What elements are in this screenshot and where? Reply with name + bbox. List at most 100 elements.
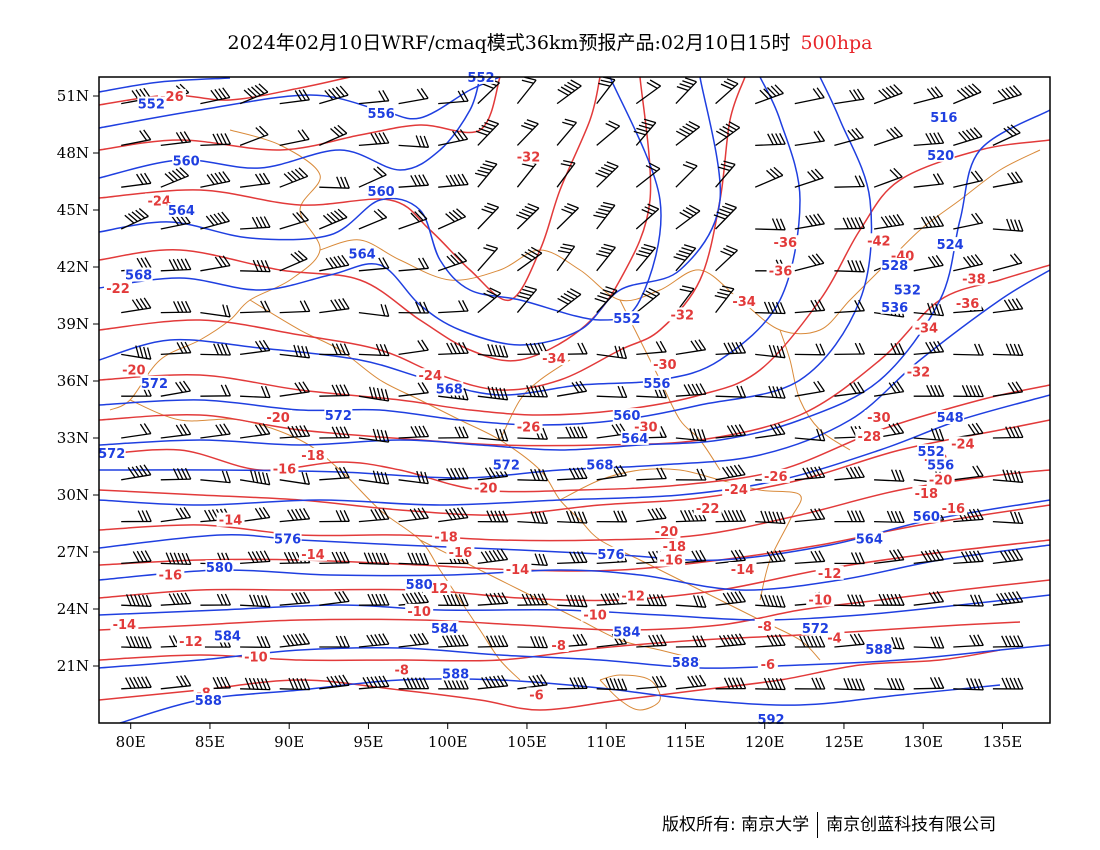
wind-barb — [517, 385, 548, 398]
temperature-contour-line — [99, 77, 652, 362]
wind-barb — [755, 301, 786, 315]
wind-barb — [755, 594, 786, 608]
wind-barb — [358, 304, 390, 317]
wind-barb — [913, 215, 945, 230]
wind-barb — [279, 129, 310, 147]
temperature-label: -10 — [244, 650, 268, 665]
wind-barb — [794, 635, 826, 648]
temperature-label: -10 — [808, 593, 832, 608]
wind-barb — [636, 634, 667, 648]
height-label-bg — [596, 546, 625, 561]
wind-barb — [992, 591, 1024, 606]
wind-barb — [593, 201, 616, 230]
height-label-bg — [140, 375, 169, 390]
wind-barb — [992, 85, 1022, 105]
wind-barb — [715, 78, 739, 105]
height-label-bg — [855, 531, 884, 546]
wind-barb — [477, 343, 509, 358]
wind-barb — [358, 132, 390, 147]
temperature-label: -12 — [818, 567, 842, 582]
wind-barb — [438, 90, 469, 105]
temperature-label-bg — [766, 263, 795, 278]
height-label-bg — [194, 693, 223, 708]
height-label-bg — [405, 577, 434, 592]
wind-barb — [557, 510, 588, 524]
height-label-bg — [441, 666, 470, 681]
temperature-label: -26 — [160, 90, 184, 105]
wind-barb — [673, 244, 697, 272]
temperature-label-bg — [631, 419, 660, 434]
temperature-label-bg — [264, 410, 293, 424]
wind-barb — [794, 550, 826, 565]
wind-barb — [398, 135, 430, 148]
wind-barb — [279, 210, 309, 230]
wind-barb — [121, 676, 152, 690]
wind-barb — [240, 216, 271, 230]
height-label: 568 — [436, 383, 463, 398]
temperature-label: -28 — [858, 430, 882, 445]
latitude-axis: 51N 48N 45N 42N 39N 36N 33N 30N 27N 24N 21N — [57, 87, 99, 675]
wind-barb — [913, 173, 945, 188]
wind-barb — [675, 509, 707, 523]
wind-barb — [675, 674, 707, 690]
wind-barb — [596, 120, 621, 146]
temperature-contour-line — [99, 419, 1050, 516]
height-contour-line — [99, 77, 231, 93]
wind-barb — [834, 259, 866, 273]
height-label-bg — [936, 237, 965, 252]
wind-barb — [913, 86, 944, 105]
height-label: 580 — [206, 561, 233, 576]
temperature-label: -18 — [301, 449, 325, 464]
temperature-label: -34 — [732, 295, 756, 310]
wind-barb — [398, 425, 430, 439]
wind-barb — [715, 160, 736, 188]
lon-tick-label: 85E — [195, 733, 225, 751]
height-label: 584 — [613, 626, 640, 641]
wind-barb — [953, 550, 984, 565]
height-label: 560 — [368, 185, 395, 200]
wind-barb — [635, 287, 661, 314]
wind-barb — [438, 426, 469, 439]
wind-barb — [794, 428, 826, 442]
wind-barb — [319, 384, 350, 397]
wind-barb — [398, 382, 429, 397]
wind-barb — [398, 88, 429, 105]
border-line — [779, 329, 851, 451]
wind-barb — [992, 469, 1024, 484]
temperature-label-bg — [824, 630, 845, 645]
wind-barb — [398, 339, 429, 356]
wind-barb — [992, 298, 1024, 314]
height-label-bg — [367, 183, 396, 198]
height-label: 568 — [586, 459, 613, 474]
temperature-label-bg — [432, 529, 461, 544]
temperature-contour-line — [99, 469, 1050, 542]
height-contour-line — [99, 499, 1050, 562]
wind-barb — [556, 118, 577, 146]
wind-barb — [477, 202, 500, 230]
wind-barb — [675, 77, 697, 105]
height-label: 588 — [672, 656, 699, 671]
temperature-label-bg — [757, 657, 778, 671]
temperature-label: -18 — [434, 531, 458, 546]
wind-barb — [516, 119, 539, 146]
height-label-bg — [880, 299, 909, 314]
footer-separator — [817, 812, 819, 838]
height-label: 536 — [881, 301, 908, 316]
temperature-label-bg — [104, 280, 133, 295]
temperature-label-bg — [657, 552, 686, 567]
temperature-label-bg — [416, 368, 445, 383]
temperature-label: -16 — [942, 502, 966, 517]
lon-tick-label: 115E — [666, 733, 706, 751]
wind-barb — [319, 590, 350, 606]
height-label-bg — [124, 267, 153, 282]
wind-barb — [755, 677, 786, 691]
wind-barb — [160, 592, 192, 606]
height-label-bg — [435, 381, 464, 396]
temperature-label: -16 — [659, 554, 683, 569]
height-label: 572 — [802, 622, 829, 637]
wind-barb — [279, 344, 311, 359]
wind-barb — [319, 426, 350, 439]
lat-tick-label: 21N — [57, 657, 89, 675]
temperature-label: -10 — [407, 605, 431, 620]
wind-barb — [438, 593, 469, 607]
